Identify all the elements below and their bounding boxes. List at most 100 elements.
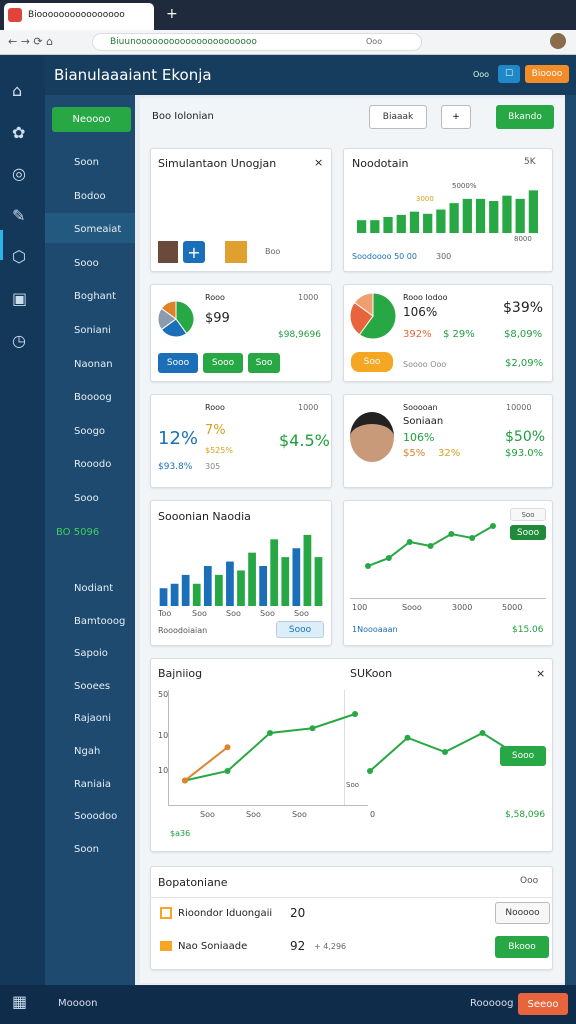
button[interactable]: Soo xyxy=(351,352,393,372)
sidebar-item: Boghant xyxy=(74,291,117,303)
card-big: $39% xyxy=(503,300,544,316)
nav-buttons[interactable]: ← → ⟳ ⌂ xyxy=(8,35,54,48)
row-label: Rioondor Iduongaii xyxy=(178,908,273,919)
bar xyxy=(396,214,406,233)
avatar[interactable] xyxy=(550,33,566,49)
row-delta: + 4,296 xyxy=(314,942,347,951)
header-button[interactable]: Ooo xyxy=(472,69,490,79)
pie-slice xyxy=(160,300,177,320)
point xyxy=(267,730,273,736)
header-button[interactable]: Bioooo xyxy=(525,65,569,83)
sidebar-item: Soogo xyxy=(74,425,106,437)
footer-left[interactable]: Moooon xyxy=(58,998,98,1009)
card-title: Sooooan xyxy=(403,403,438,412)
sidebar-item: Rajaoni xyxy=(74,713,111,725)
card-corner: 5K xyxy=(524,157,536,167)
close[interactable]: × xyxy=(314,156,324,169)
sidebar-item: Soniani xyxy=(74,325,111,336)
sidebar-item: Sooodoo xyxy=(74,811,118,823)
bar-label: 3000 xyxy=(416,195,434,203)
sidebar-item: Bamtooog xyxy=(74,615,126,627)
app-title: Bianulaaaiant Ekonja xyxy=(54,66,212,84)
toolbar-button[interactable]: Bkando xyxy=(496,105,554,129)
card-corner: Ooo xyxy=(520,876,539,886)
sidebar-item: Naonan xyxy=(74,358,113,370)
point xyxy=(367,768,373,774)
bar xyxy=(462,198,472,233)
sidebar-item: Soon xyxy=(74,843,99,855)
row-value: 20 xyxy=(290,906,306,920)
button[interactable]: Sooo xyxy=(276,621,324,638)
card-footer: 300 xyxy=(436,252,452,261)
pie-slice xyxy=(353,292,374,317)
button[interactable]: Sooo xyxy=(203,353,243,373)
bar xyxy=(214,574,223,606)
x-label: 100 xyxy=(352,603,368,612)
divider xyxy=(344,690,345,805)
close[interactable]: × xyxy=(536,667,546,680)
card-yellow: $525% xyxy=(205,446,233,455)
button[interactable]: Sooo xyxy=(500,746,546,766)
row-button[interactable]: Bkooo xyxy=(495,936,549,958)
app-header xyxy=(0,55,576,95)
bar xyxy=(314,557,323,606)
add-button[interactable]: + xyxy=(183,241,205,263)
row-button[interactable]: Nooooo xyxy=(495,902,550,924)
bar-label: 8000 xyxy=(514,235,532,243)
primary-button[interactable]: Neoooo xyxy=(52,107,131,132)
avatar xyxy=(225,241,247,263)
card-yellow: 7% xyxy=(205,423,226,438)
point xyxy=(365,563,371,569)
bar xyxy=(170,583,179,606)
footer-right[interactable]: Rooooog xyxy=(470,998,514,1009)
card-green: $50% xyxy=(505,429,546,445)
line-chart xyxy=(367,730,523,774)
toolbar-icon[interactable]: + xyxy=(441,105,471,129)
axis xyxy=(350,598,546,599)
card-blue: $93.8% xyxy=(158,462,193,472)
rail-icons[interactable]: ⌂ ✿ ◎ ✎ ⬡ ▣ ◷ xyxy=(12,81,28,350)
sidebar-item: Boooog xyxy=(74,392,112,404)
x-label: Soo xyxy=(260,609,275,618)
toolbar-button[interactable]: Biaaak xyxy=(369,105,427,129)
card-green: $2,09% xyxy=(505,358,544,369)
x-label: Soo xyxy=(192,609,207,618)
url: Biuunoooooooooooooooooooooo xyxy=(110,37,257,47)
badge: Soo xyxy=(510,508,546,521)
axis xyxy=(168,805,368,806)
new-tab[interactable]: + xyxy=(166,6,178,22)
url-field[interactable] xyxy=(92,33,422,51)
x-label: 3000 xyxy=(452,603,473,612)
line-chart xyxy=(182,711,358,784)
x-label: Soo xyxy=(200,810,215,819)
bar xyxy=(515,198,525,233)
card-footer: Rooodoiaian xyxy=(158,626,208,635)
tab[interactable] xyxy=(4,3,154,30)
footer-button[interactable]: Seeoo xyxy=(518,993,568,1015)
row-icon xyxy=(160,907,172,919)
bar xyxy=(292,548,301,606)
card-corner: 1000 xyxy=(298,403,319,412)
card-title: Noodotain xyxy=(352,157,409,170)
mini-bar-chart xyxy=(356,190,539,233)
grid-icon[interactable]: ▦ xyxy=(12,992,28,1011)
button[interactable]: Sooo xyxy=(158,353,198,373)
button[interactable]: Soo xyxy=(248,353,280,373)
scrollbar[interactable] xyxy=(565,95,576,985)
bar xyxy=(248,552,256,606)
x-label: Too xyxy=(158,609,172,618)
card-title: Rooo xyxy=(205,403,225,412)
line-chart xyxy=(365,523,496,569)
card-footer: Soodoooo 50 00 xyxy=(352,252,417,261)
bar xyxy=(423,213,433,233)
sidebar-item: Nodiant xyxy=(74,583,114,594)
pie-chart xyxy=(349,292,397,340)
card-value: 106% xyxy=(403,305,438,319)
card-title: Sooonian Naodia xyxy=(158,510,251,523)
sidebar-item: Ngah xyxy=(74,746,101,757)
card-note: Boo xyxy=(265,247,281,256)
header-icon[interactable]: ☐ xyxy=(498,65,520,83)
bar xyxy=(409,211,420,233)
tab-title: Bioooooooooooooooo xyxy=(28,10,125,20)
button[interactable]: Sooo xyxy=(510,525,546,540)
